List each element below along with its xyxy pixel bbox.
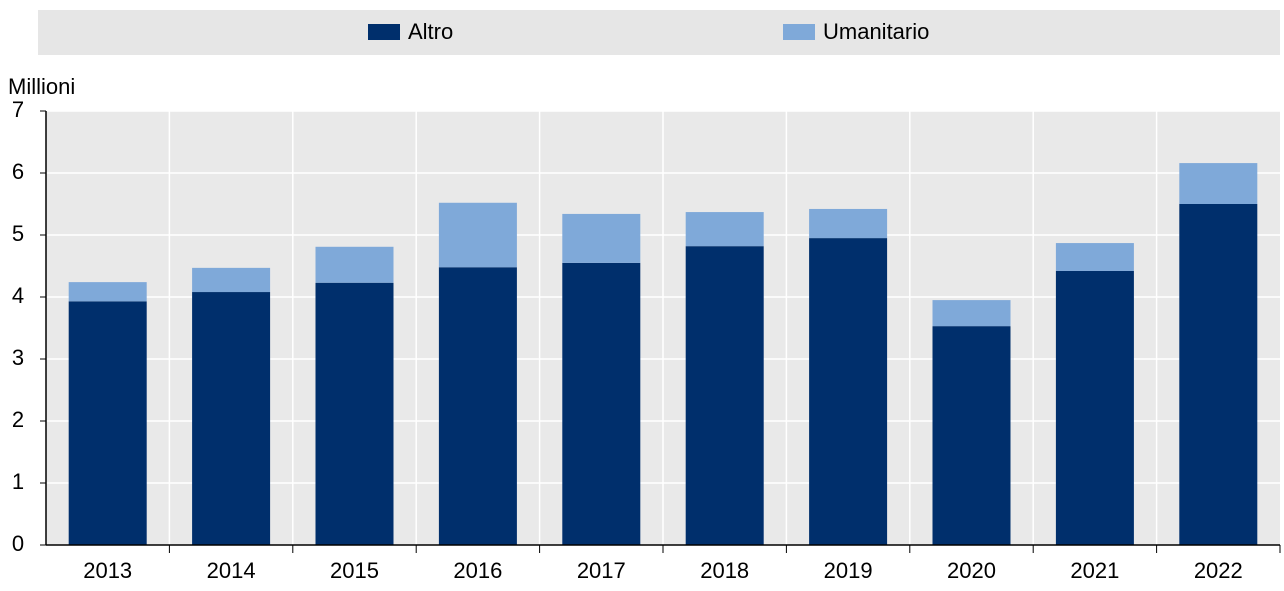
y-tick-label: 6 [12,159,24,184]
x-tick-label: 2020 [947,558,996,583]
legend-label: Umanitario [823,19,929,44]
y-tick-label: 2 [12,407,24,432]
x-tick-label: 2019 [824,558,873,583]
legend-swatch [783,24,815,40]
y-tick-label: 1 [12,469,24,494]
bar-segment [438,267,517,545]
bar-segment [1179,163,1258,204]
y-tick-label: 4 [12,283,24,308]
x-tick-label: 2022 [1194,558,1243,583]
y-tick-label: 0 [12,531,24,556]
x-tick-label: 2014 [207,558,256,583]
bar-segment [68,282,147,302]
legend-label: Altro [408,19,453,44]
bar-segment [685,246,764,545]
bar-segment [809,238,888,545]
bar-segment [562,262,641,545]
y-tick-label: 3 [12,345,24,370]
bar-segment [562,213,641,263]
legend-swatch [368,24,400,40]
x-tick-label: 2015 [330,558,379,583]
bar-segment [809,208,888,239]
bar-segment [1055,243,1134,271]
y-tick-label: 5 [12,221,24,246]
bar-segment [1179,204,1258,545]
x-tick-label: 2017 [577,558,626,583]
bar-segment [1055,270,1134,545]
bar-segment [685,212,764,247]
bar-segment [68,301,147,545]
x-tick-label: 2013 [83,558,132,583]
bar-segment [192,267,271,293]
x-tick-label: 2018 [700,558,749,583]
bar-segment [932,300,1011,327]
bar-segment [315,246,394,283]
legend-band [38,10,1280,55]
y-axis-label: Millioni [8,74,75,99]
bar-segment [315,282,394,545]
bar-segment [438,202,517,268]
x-tick-label: 2016 [453,558,502,583]
bar-segment [192,292,271,545]
y-tick-label: 7 [12,97,24,122]
bar-segment [932,326,1011,545]
x-tick-label: 2021 [1070,558,1119,583]
